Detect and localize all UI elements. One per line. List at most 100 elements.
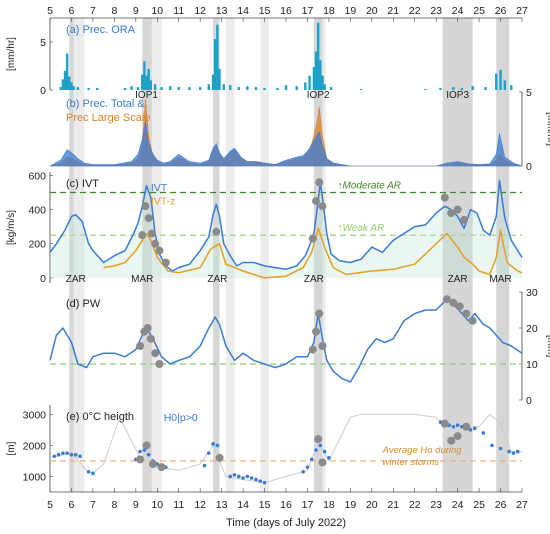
marker-e	[453, 432, 462, 441]
panel-title-a: (a) Prec. ORA	[66, 24, 136, 36]
y-axis-title-a: [mm/hr]	[6, 37, 17, 71]
x-tick-label-top: 10	[151, 5, 163, 17]
x-tick-label-top: 25	[473, 5, 485, 17]
marker-d	[308, 345, 317, 354]
marker-d	[312, 327, 321, 336]
x-tick-label-top: 12	[194, 5, 206, 17]
bar-a	[160, 87, 163, 90]
bar-a	[153, 84, 157, 90]
y-axis-title-e: [m]	[6, 441, 17, 455]
bar-a	[316, 22, 320, 90]
dot-e	[249, 476, 254, 480]
marker-c	[453, 205, 462, 214]
dot-e	[473, 426, 477, 431]
x-tick-label-bottom: 16	[280, 499, 292, 511]
y-tick-label-e: 2000	[23, 440, 47, 452]
event-label: ZAR	[207, 274, 227, 285]
x-tick-label-bottom: 26	[495, 499, 507, 511]
event-label: ZAR	[448, 274, 468, 285]
x-tick-label-bottom: 11	[173, 499, 184, 511]
y-axis-title-b: [mm/hr]	[545, 112, 550, 146]
marker-d	[468, 316, 477, 325]
panel-title-c: (c) IVT	[66, 178, 99, 190]
dot-e	[69, 452, 74, 457]
reference-label-c-1: ↑Weak AR	[337, 223, 384, 234]
marker-c	[155, 246, 164, 255]
dot-e	[305, 465, 310, 469]
bar-a	[321, 75, 324, 90]
panel-title-e: (e) 0°C heigth	[66, 411, 134, 423]
x-tick-label-top: 6	[69, 5, 75, 17]
y-tick-label-d: 0	[526, 395, 532, 407]
bar-a	[96, 88, 99, 90]
bar-a	[314, 51, 318, 90]
bar-a	[198, 87, 202, 90]
marker-c	[440, 193, 449, 202]
marker-e	[142, 441, 151, 450]
shade-light	[260, 18, 269, 492]
bar-a	[143, 61, 146, 90]
dot-e	[515, 449, 520, 454]
x-tick-label-top: 8	[111, 5, 117, 17]
marker-d	[455, 302, 464, 311]
legend-ivt-z: IVT-z	[151, 195, 176, 207]
dot-e	[245, 474, 250, 479]
dot-e	[262, 480, 267, 485]
dot-e	[498, 446, 503, 451]
bar-a	[145, 75, 148, 90]
y-tick-label-d: 30	[526, 287, 538, 299]
shade-light	[322, 18, 326, 492]
dot-e	[507, 449, 511, 454]
x-tick-label-bottom: 7	[90, 499, 96, 511]
bar-a	[188, 87, 191, 90]
line-c-0	[49, 179, 523, 272]
dot-e	[322, 449, 327, 454]
bar-a	[76, 87, 80, 90]
marker-c	[315, 178, 324, 187]
y-tick-label-a: 5	[40, 37, 46, 49]
x-tick-label-bottom: 12	[194, 499, 206, 511]
dot-e	[455, 423, 460, 427]
marker-e	[215, 453, 224, 462]
bar-a	[284, 85, 288, 90]
bar-a	[123, 88, 127, 90]
bar-a	[295, 86, 298, 90]
x-tick-label-bottom: 17	[302, 499, 314, 511]
dot-e	[65, 451, 69, 455]
x-tick-label-top: 11	[173, 5, 184, 17]
y-tick-label-b: 0	[526, 161, 532, 173]
x-tick-label-top: 5	[47, 5, 53, 17]
y-tick-label-c: 200	[28, 239, 46, 251]
x-tick-label-bottom: 18	[323, 499, 335, 511]
legend-ivt: IVT	[151, 182, 168, 194]
bar-a	[460, 88, 464, 90]
dot-e	[241, 476, 245, 480]
area-b-1	[49, 121, 523, 167]
bar-a	[237, 87, 240, 90]
bar-a	[63, 70, 67, 90]
dot-e	[78, 454, 82, 459]
x-tick-label-top: 14	[237, 5, 249, 17]
bar-a	[503, 80, 507, 90]
dot-e	[301, 470, 305, 474]
dot-e	[91, 471, 95, 476]
panel-b: 0 5 [mm/hr] (b) Prec. Total & Prec Large Sca…	[49, 87, 550, 173]
panel-d: 0 10 20 30 [mm] (d) PW	[49, 287, 550, 407]
dot-e	[511, 451, 516, 455]
x-tick-label-bottom: 13	[216, 499, 228, 511]
dot-e	[254, 477, 258, 482]
iop-label: IOP3	[446, 90, 469, 101]
x-tick-label-bottom: 6	[69, 499, 75, 511]
x-tick-label-top: 24	[452, 5, 464, 17]
x-tick-label-top: 18	[323, 5, 335, 17]
dot-e	[73, 452, 78, 457]
bar-a	[329, 87, 333, 90]
dot-e	[138, 449, 142, 454]
bar-a	[319, 60, 322, 90]
marker-e	[440, 419, 449, 428]
marker-e	[136, 455, 145, 464]
marker-d	[136, 342, 145, 350]
x-tick-label-top: 23	[430, 5, 442, 17]
bar-a	[495, 73, 498, 90]
